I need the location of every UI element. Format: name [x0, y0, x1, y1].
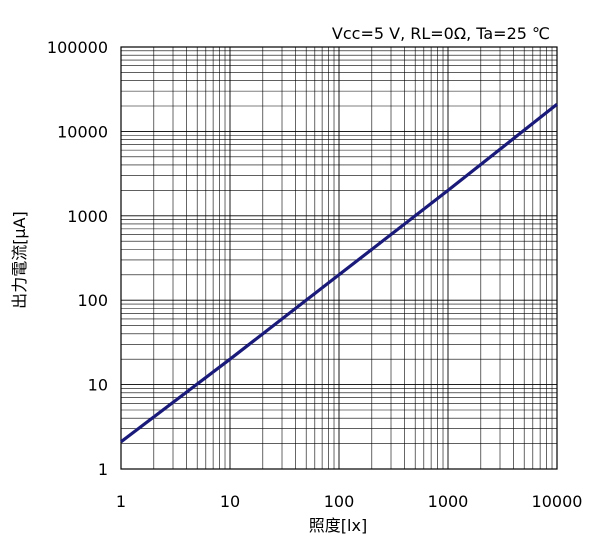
series-group: [120, 102, 558, 444]
y-tick-label: 10000: [57, 122, 108, 141]
y-tick-label: 1: [98, 460, 108, 479]
series-line: [120, 102, 558, 444]
condition-annotation: Vcc=5 V, RL=0Ω, Ta=25 ℃: [332, 24, 550, 43]
y-tick-labels: 1 10 100 1000 10000 100000: [47, 38, 108, 479]
x-tick-labels: 1 10 100 1000 10000: [116, 492, 583, 511]
y-tick-label: 100: [77, 291, 108, 310]
x-tick-label: 100: [324, 492, 355, 511]
x-axis-label: 照度[lx]: [309, 516, 367, 535]
y-tick-label: 100000: [47, 38, 108, 57]
x-tick-label: 10000: [532, 492, 583, 511]
y-axis-label: 出力電流[μA]: [10, 211, 29, 309]
plot-frame: [120, 46, 558, 470]
x-tick-label: 1000: [428, 492, 469, 511]
x-tick-label: 10: [220, 492, 240, 511]
grid: [121, 47, 557, 469]
y-tick-label: 10: [88, 376, 108, 395]
x-tick-label: 1: [116, 492, 126, 511]
y-tick-label: 1000: [67, 207, 108, 226]
